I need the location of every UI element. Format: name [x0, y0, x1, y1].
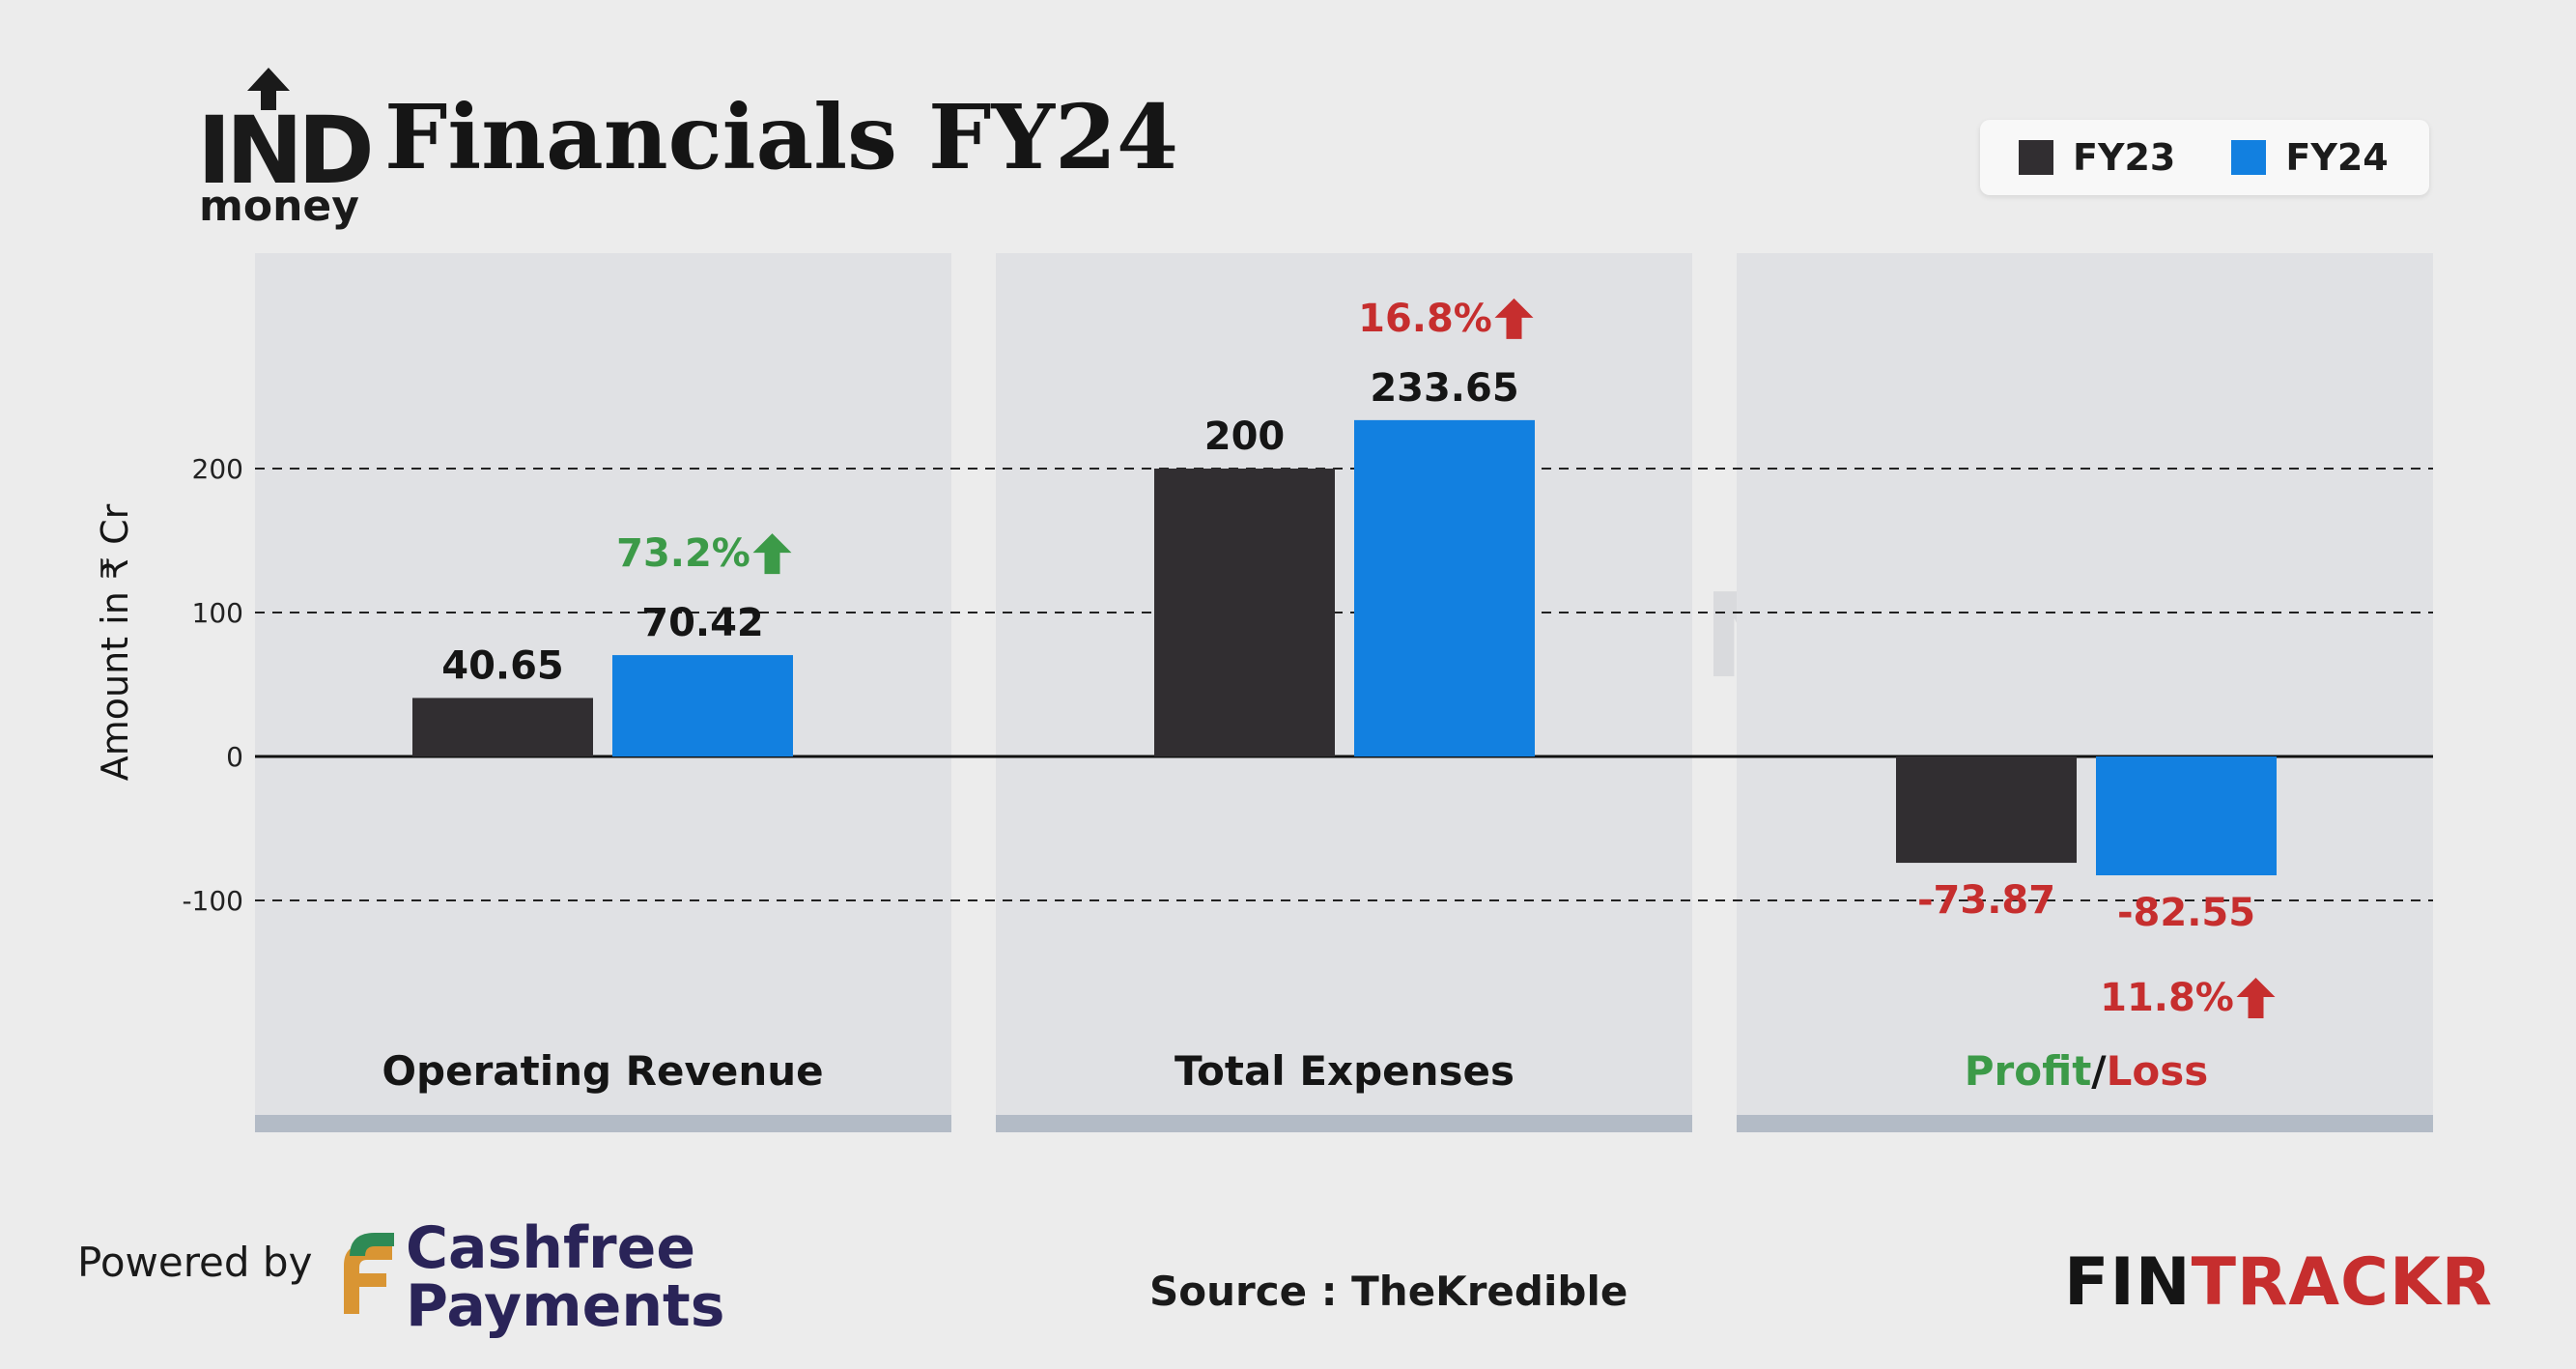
- legend-label-fy24: FY24: [2285, 136, 2389, 179]
- y-tick-label: 200: [192, 453, 243, 485]
- bar-fy24: [2096, 756, 2277, 875]
- growth-percent-label: 73.2%: [616, 531, 750, 576]
- category-label-part: /: [2091, 1047, 2107, 1095]
- logo-main-text: IND: [197, 97, 375, 205]
- y-tick-label: -100: [182, 885, 243, 917]
- legend-swatch-fy23: [2019, 140, 2053, 175]
- y-tick-label: 0: [226, 741, 243, 773]
- category-label-part: Loss: [2107, 1047, 2209, 1095]
- fintrackr-part1: FIN: [2064, 1244, 2192, 1321]
- fintrackr-part2: TRACKR: [2191, 1244, 2494, 1321]
- logo-sub-text: money: [199, 182, 359, 231]
- cashfree-line1: Cashfree: [406, 1214, 696, 1282]
- indmoney-logo: IND money: [197, 68, 375, 232]
- y-axis-label: Amount in ₹ Cr: [94, 503, 136, 781]
- category-panel: [1737, 253, 2433, 1132]
- category-panel-underline: [1737, 1115, 2433, 1132]
- category-label: Operating Revenue: [382, 1047, 823, 1095]
- legend-item-fy23: FY23: [2019, 136, 2175, 179]
- chart-legend: FY23 FY24: [1980, 120, 2429, 195]
- category-panel: [996, 253, 1692, 1132]
- arrow-up-icon: [247, 68, 290, 110]
- cashfree-logo: Cashfree Payments: [336, 1219, 724, 1335]
- growth-up-arrow-icon: [752, 533, 792, 575]
- cashfree-text: Cashfree Payments: [406, 1219, 724, 1335]
- bar-value-label: -82.55: [2117, 891, 2255, 935]
- growth-up-arrow-icon: [1494, 298, 1534, 339]
- bar-value-label: 70.42: [641, 601, 764, 645]
- fintrackr-logo: FINTRACKR: [2064, 1250, 2493, 1316]
- y-tick-label: 100: [192, 597, 243, 629]
- legend-item-fy24: FY24: [2231, 136, 2389, 179]
- cashfree-line2: Payments: [406, 1272, 725, 1340]
- legend-swatch-fy24: [2231, 140, 2267, 175]
- category-panel-underline: [255, 1115, 951, 1132]
- bar-fy24: [1354, 419, 1535, 756]
- bar-fy24: [612, 655, 793, 756]
- bar-value-label: 233.65: [1370, 366, 1518, 411]
- category-label-part: Profit: [1965, 1047, 2092, 1095]
- category-label-part: Total Expenses: [1175, 1047, 1514, 1095]
- bar-fy23: [412, 698, 593, 756]
- source-text: Source : TheKredible: [1149, 1268, 1628, 1315]
- category-panel: [255, 253, 951, 1132]
- growth-up-arrow-icon: [2236, 977, 2276, 1018]
- bar-value-label: 40.65: [441, 643, 564, 688]
- powered-by-text: Powered by: [77, 1239, 313, 1286]
- growth-percent-label: 16.8%: [1358, 297, 1492, 341]
- category-label: Total Expenses: [1175, 1047, 1514, 1095]
- cashfree-mark-icon: [344, 1233, 394, 1314]
- category-label-part: Operating Revenue: [382, 1047, 823, 1095]
- bar-fy23: [1154, 469, 1335, 756]
- bar-value-label: -73.87: [1917, 878, 2055, 923]
- bar-value-label: 200: [1204, 414, 1286, 459]
- legend-label-fy23: FY23: [2073, 136, 2176, 179]
- category-panel-underline: [996, 1115, 1692, 1132]
- page-title: Financials FY24: [384, 85, 1179, 189]
- category-label: Profit/Loss: [1965, 1047, 2209, 1095]
- growth-percent-label: 11.8%: [2100, 976, 2234, 1020]
- bar-fy23: [1896, 756, 2077, 864]
